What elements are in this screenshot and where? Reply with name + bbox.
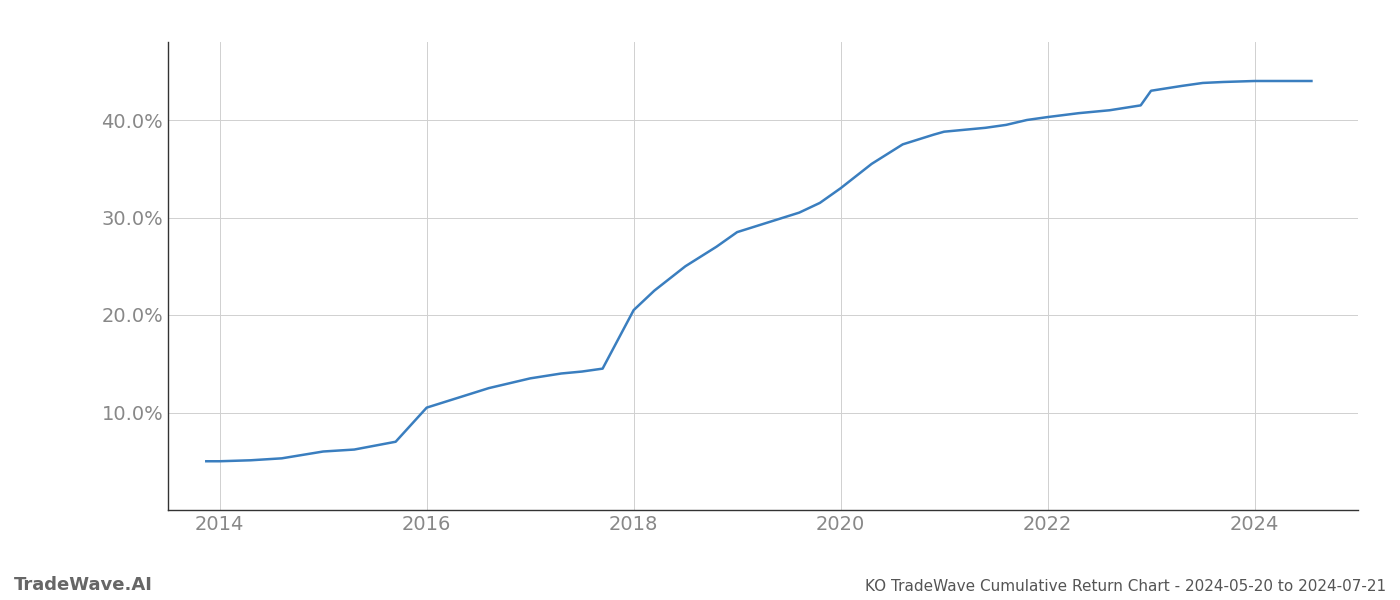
Text: TradeWave.AI: TradeWave.AI — [14, 576, 153, 594]
Text: KO TradeWave Cumulative Return Chart - 2024-05-20 to 2024-07-21: KO TradeWave Cumulative Return Chart - 2… — [865, 579, 1386, 594]
